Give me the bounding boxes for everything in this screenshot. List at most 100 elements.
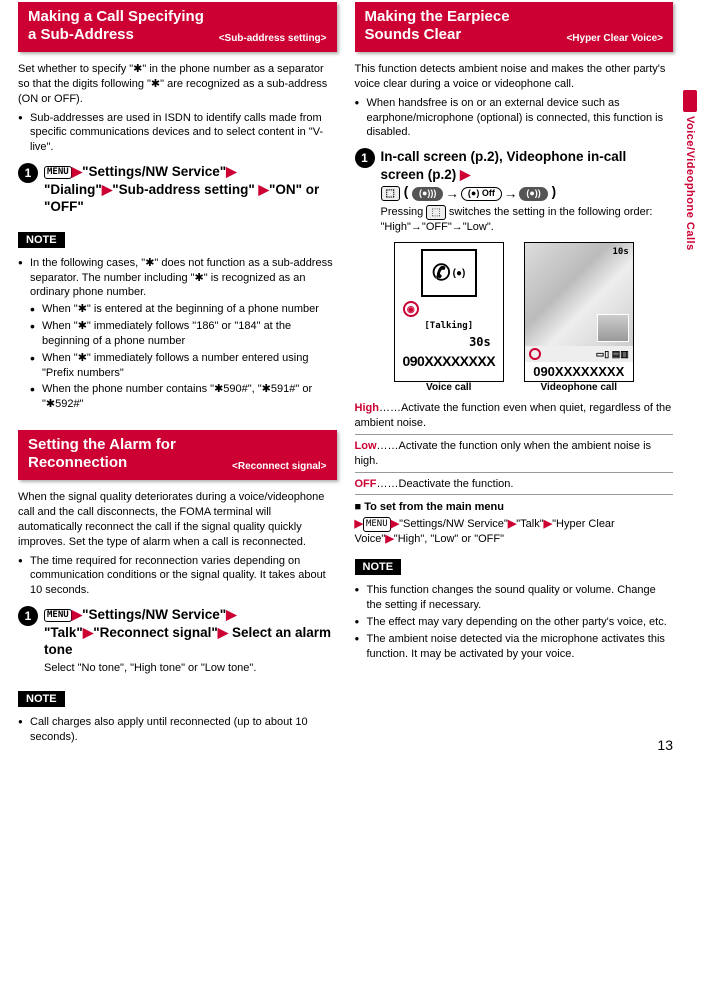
menu-key-icon: MENU — [363, 517, 391, 531]
section-tag: <Hyper Clear Voice> — [566, 33, 663, 44]
list-item: Call charges also apply until reconnecte… — [18, 715, 337, 745]
step-part: ) — [552, 184, 557, 199]
column-right: Making the Earpiece Sounds Clear <Hyper … — [355, 2, 674, 749]
section-hyper-clear: Making the Earpiece Sounds Clear <Hyper … — [355, 2, 674, 52]
list-item: When "✱" immediately follows "186" or "1… — [30, 319, 337, 349]
voice-screen: ✆ (●) ◉ [Talking] 30s 090XXXXXXXX — [394, 242, 504, 382]
term: High — [355, 402, 379, 414]
section-reconnect: Setting the Alarm for Reconnection <Reco… — [18, 430, 337, 480]
definition: High……Activate the function even when qu… — [355, 401, 674, 435]
list-item: The effect may vary depending on the oth… — [355, 615, 674, 630]
step-text: MENU▶"Settings/NW Service"▶ "Dialing"▶"S… — [44, 163, 337, 216]
mode-low-icon: (●)) — [519, 187, 547, 201]
step-text: MENU▶"Settings/NW Service"▶ "Talk"▶"Reco… — [44, 606, 337, 675]
section-sub-address: Making a Call Specifying a Sub-Address <… — [18, 2, 337, 52]
list-item: When the phone number contains "✱590#", … — [30, 382, 337, 412]
side-tab: Voice/Videophone Calls — [683, 90, 697, 251]
talking-label: [Talking] — [424, 321, 473, 331]
bullet-list: Sub-addresses are used in ISDN to identi… — [18, 111, 337, 156]
section-tag: <Sub-address setting> — [219, 33, 327, 44]
step-part: "Settings/NW Service" — [82, 607, 226, 622]
videophone-screen: 10s ▭▯ ▤▥ 090XXXXXXXX — [524, 242, 634, 382]
definition: OFF……Deactivate the function. — [355, 477, 674, 496]
step-number: 1 — [355, 148, 375, 168]
section-tag: <Reconnect signal> — [232, 461, 326, 472]
note-list: This function changes the sound quality … — [355, 583, 674, 661]
video-area: 10s — [525, 243, 633, 346]
subheading: To set from the main menu — [355, 501, 674, 513]
paragraph: Set whether to specify "✱" in the phone … — [18, 62, 337, 107]
list-item: The ambient noise detected via the micro… — [355, 632, 674, 662]
list-item: When handsfree is on or an external devi… — [355, 96, 674, 141]
step-part: "Sub-address setting" — [112, 182, 255, 197]
paragraph: This function detects ambient noise and … — [355, 62, 674, 92]
step-part: "Dialing" — [44, 182, 102, 197]
note-badge: NOTE — [18, 691, 65, 707]
list-item: Sub-addresses are used in ISDN to identi… — [18, 111, 337, 156]
definition: Low……Activate the function only when the… — [355, 439, 674, 473]
term: OFF — [355, 478, 377, 490]
phone-number: 090XXXXXXXX — [402, 353, 495, 369]
mode-off-icon: (●) Off — [461, 187, 502, 201]
list-item: When "✱" is entered at the beginning of … — [30, 302, 337, 317]
step: 1 MENU▶"Settings/NW Service"▶ "Talk"▶"Re… — [18, 606, 337, 675]
screen-caption: Voice call — [394, 382, 504, 393]
step-sub: Pressing ⬚ switches the setting in the f… — [381, 205, 674, 234]
page: Making a Call Specifying a Sub-Address <… — [0, 0, 703, 759]
mode-sequence: (●)))→ (●) Off→ (●)) — [412, 185, 548, 203]
page-number: 13 — [657, 737, 673, 753]
soft-key-icon: ⬚ — [381, 186, 400, 201]
menu-key-icon: MENU — [44, 166, 72, 180]
section-title: Making the Earpiece Sounds Clear — [365, 8, 561, 44]
section-title: Setting the Alarm for Reconnection — [28, 436, 226, 472]
list-item: When "✱" immediately follows a number en… — [30, 351, 337, 381]
side-tab-label: Voice/Videophone Calls — [684, 116, 696, 251]
step: 1 MENU▶"Settings/NW Service"▶ "Dialing"▶… — [18, 163, 337, 216]
videophone-call-sample: 10s ▭▯ ▤▥ 090XXXXXXXX Videophone call — [524, 242, 634, 393]
path-part: "Talk" — [516, 518, 543, 530]
definition-text: ……Deactivate the function. — [377, 478, 514, 490]
step-part: In-call screen (p.2), Videophone in-call… — [381, 149, 627, 182]
term: Low — [355, 440, 377, 452]
bullet-list: The time required for reconnection varie… — [18, 554, 337, 599]
step-part: ( — [404, 184, 409, 199]
menu-path: ▶MENU▶"Settings/NW Service"▶"Talk"▶"Hype… — [355, 517, 674, 547]
step-text: In-call screen (p.2), Videophone in-call… — [381, 148, 674, 234]
step-number: 1 — [18, 606, 38, 626]
section-title: Making a Call Specifying a Sub-Address — [28, 8, 213, 44]
screen-samples: ✆ (●) ◉ [Talking] 30s 090XXXXXXXX Voice … — [355, 242, 674, 393]
path-part: "Settings/NW Service" — [399, 518, 508, 530]
mode-high-icon: (●))) — [412, 187, 443, 201]
definition-text: ……Activate the function even when quiet,… — [355, 402, 672, 429]
handset-icon: ✆ (●) — [421, 249, 477, 297]
column-left: Making a Call Specifying a Sub-Address <… — [18, 2, 337, 749]
list-item: This function changes the sound quality … — [355, 583, 674, 613]
step-part: "Reconnect signal" — [93, 625, 218, 640]
status-icons: ▭▯ ▤▥ — [596, 349, 629, 360]
note-badge: NOTE — [18, 232, 65, 248]
paragraph: When the signal quality deteriorates dur… — [18, 490, 337, 549]
bullet-list: When handsfree is on or an external devi… — [355, 96, 674, 141]
step-number: 1 — [18, 163, 38, 183]
screen-caption: Videophone call — [524, 382, 634, 393]
definition-text: ……Activate the function only when the am… — [355, 440, 652, 467]
hyper-indicator-icon: ◉ — [403, 301, 419, 317]
note-list: Call charges also apply until reconnecte… — [18, 715, 337, 745]
step-part: "Settings/NW Service" — [82, 164, 226, 179]
call-timer: 30s — [469, 335, 491, 349]
step-part: "Talk" — [44, 625, 83, 640]
status-bar: ▭▯ ▤▥ — [525, 346, 633, 362]
soft-key-icon: ⬚ — [426, 205, 445, 220]
phone-number: 090XXXXXXXX — [533, 362, 624, 381]
list-item: The time required for reconnection varie… — [18, 554, 337, 599]
note-badge: NOTE — [355, 559, 402, 575]
step-sub: Select "No tone", "High tone" or "Low to… — [44, 661, 337, 675]
path-part: "High", "Low" or "OFF" — [394, 533, 504, 545]
step: 1 In-call screen (p.2), Videophone in-ca… — [355, 148, 674, 234]
side-tab-marker — [683, 90, 697, 112]
voice-call-sample: ✆ (●) ◉ [Talking] 30s 090XXXXXXXX Voice … — [394, 242, 504, 393]
hyper-indicator-icon — [529, 348, 541, 360]
call-timer: 10s — [612, 247, 628, 257]
note-list: In the following cases, "✱" does not fun… — [18, 256, 337, 412]
menu-key-icon: MENU — [44, 609, 72, 623]
